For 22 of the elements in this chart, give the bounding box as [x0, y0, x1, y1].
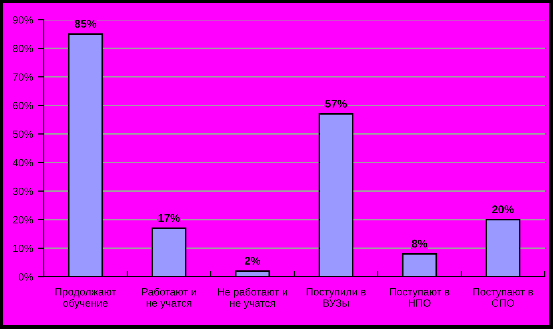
x-tick-label: Поступают в СПО	[474, 288, 534, 307]
y-tick-label: 50%	[13, 130, 34, 138]
y-tick-label: 90%	[13, 16, 34, 24]
x-tick-label: Продолжают обучение	[56, 288, 116, 310]
x-tick-label: Поступают в НПО	[390, 288, 450, 307]
data-label: 85%	[74, 20, 97, 28]
data-label: 2%	[245, 257, 260, 265]
data-label: 17%	[158, 214, 180, 222]
y-tick-label: 30%	[13, 188, 34, 196]
y-tick-label: 10%	[14, 244, 34, 252]
data-label: 8%	[412, 240, 428, 248]
y-tick-label: 70%	[13, 74, 34, 81]
y-tick-label: 80%	[13, 45, 34, 52]
data-label: 20%	[492, 206, 514, 214]
x-tick-label: Не работают и не учатся	[218, 288, 288, 310]
x-tick-label: Работают и не учатся	[142, 288, 196, 310]
y-tick-label: 40%	[12, 159, 34, 167]
data-label: 57%	[325, 100, 348, 108]
y-tick-label: 60%	[13, 102, 34, 110]
x-tick-label: Поступили в ВУЗы	[306, 288, 366, 307]
y-tick-label: 0%	[18, 274, 34, 281]
y-tick-label: 20%	[13, 216, 34, 224]
